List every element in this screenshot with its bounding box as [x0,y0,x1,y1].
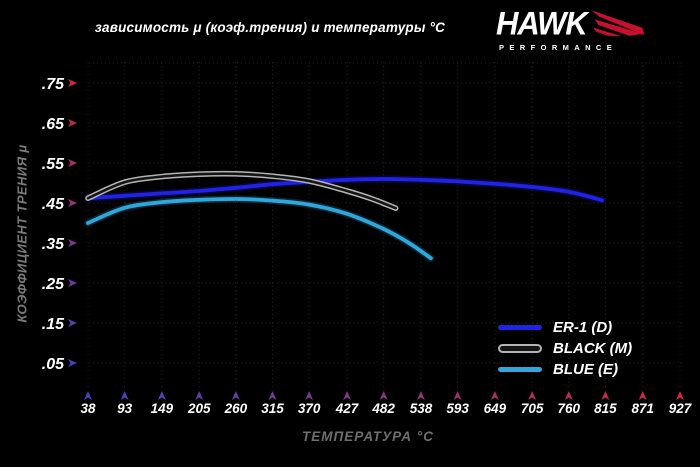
legend-item-blue: BLUE (E) [498,359,632,380]
x-tick-label: 927 [669,401,693,416]
legend-swatch-er1 [498,325,542,330]
brand-tagline: PERFORMANCE [499,43,618,52]
x-tick-arrow-icon [84,391,92,400]
x-tick-arrow-icon [564,391,573,400]
x-tick-arrow-icon [528,391,537,400]
y-tick-arrow-icon [68,319,77,327]
y-tick-arrow-icon [68,79,77,87]
y-tick-label: .75 [42,76,65,93]
x-tick-label: 205 [187,401,211,416]
x-tick-arrow-icon [343,391,352,400]
chart-title: зависимость μ (коэф.трения) и температур… [94,20,446,35]
x-tick-arrow-icon [157,391,166,400]
x-tick-label: 149 [151,401,174,416]
legend-label-er1: ER-1 (D) [553,319,613,336]
legend-label-blue: BLUE (E) [553,361,618,378]
y-tick-label: .25 [42,276,65,293]
y-tick-label: .05 [42,356,65,373]
y-tick-arrow-icon [68,119,77,127]
hawk-logo: HAWK PERFORMANCE [496,5,664,52]
x-tick-label: 649 [484,401,507,416]
x-tick-arrow-icon [638,391,647,400]
x-tick-label: 815 [594,401,617,416]
y-tick-arrow-icon [68,279,77,287]
x-tick-label: 427 [335,401,360,416]
x-tick-arrow-icon [379,391,388,400]
x-tick-label: 593 [446,401,469,416]
x-tick-label: 93 [117,401,133,416]
y-tick-label: .15 [42,316,65,333]
x-tick-label: 482 [371,401,395,416]
legend-swatch-black [498,344,542,353]
y-axis-title: КОЭФФИЦИЕНТ ТРЕНИЯ μ [14,144,30,323]
y-tick-arrow-icon [68,199,77,207]
x-tick-arrow-icon [490,391,499,400]
x-tick-label: 538 [410,401,433,416]
x-tick-arrow-icon [416,391,425,400]
x-tick-arrow-icon [676,391,684,400]
x-tick-arrow-icon [601,391,610,400]
hawk-wing-icon [590,10,645,37]
x-tick-arrow-icon [120,391,129,400]
y-tick-arrow-icon [68,159,77,167]
legend-item-er1: ER-1 (D) [498,317,632,338]
x-tick-arrow-icon [268,391,277,400]
x-tick-label: 370 [298,401,321,416]
y-tick-arrow-icon [68,239,77,247]
x-tick-label: 38 [80,401,96,416]
series-curve-black-m--core [86,172,397,210]
series-curve-er-1-d- [86,177,604,203]
legend-item-black: BLACK (M) [498,338,632,359]
y-tick-label: .65 [42,116,65,133]
y-tick-label: .55 [42,156,65,173]
y-tick-label: .45 [42,196,65,213]
x-tick-label: 871 [631,401,654,416]
y-tick-label: .35 [42,236,65,253]
x-tick-label: 260 [224,401,248,416]
series-curve-blue-e- [86,197,433,261]
x-tick-arrow-icon [305,391,314,400]
x-tick-arrow-icon [453,391,462,400]
x-tick-label: 705 [521,401,544,416]
legend: ER-1 (D) BLACK (M) BLUE (E) [498,317,632,380]
legend-swatch-blue [498,367,542,372]
brand-name: HAWK [496,5,588,42]
y-tick-arrow-icon [68,359,77,367]
legend-label-black: BLACK (M) [553,340,633,357]
x-tick-arrow-icon [195,391,204,400]
x-tick-arrow-icon [231,391,240,400]
x-tick-label: 315 [261,401,284,416]
x-axis-title: ТЕМПЕРАТУРА °C [302,429,434,444]
x-tick-label: 760 [558,401,581,416]
